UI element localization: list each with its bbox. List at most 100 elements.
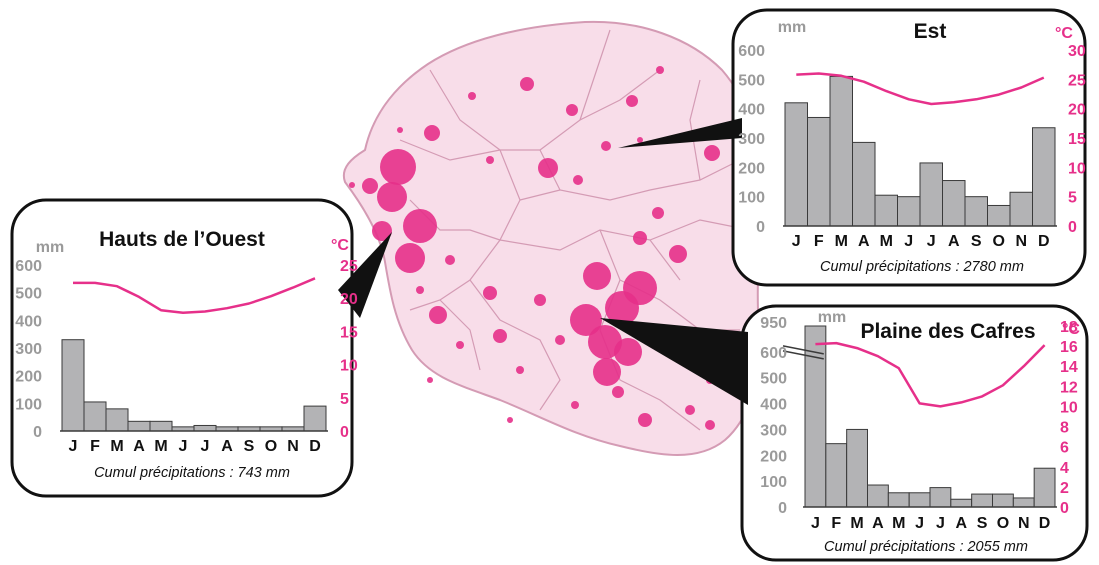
month-label: A [858, 233, 870, 250]
precipitation-bar [807, 116, 831, 227]
right-tick-label: 15 [1068, 131, 1086, 148]
rainfall-dot [349, 182, 355, 188]
precipitation-total-caption: Cumul précipitations : 743 mm [94, 465, 290, 481]
month-label: N [1018, 515, 1030, 532]
right-tick-label: 14 [1060, 359, 1078, 376]
right-tick-label: 10 [1068, 160, 1086, 177]
precipitation-bar [992, 493, 1014, 508]
left-tick-label: 300 [738, 131, 765, 148]
left-tick-label: 200 [760, 448, 787, 465]
month-label: J [201, 438, 210, 455]
month-label: N [1015, 233, 1027, 250]
month-label: J [69, 438, 78, 455]
left-tick-label: 600 [760, 345, 787, 362]
right-tick-label: 12 [1060, 379, 1078, 396]
rainfall-dot [656, 66, 664, 74]
district-border [519, 189, 561, 201]
rainfall-dot [573, 175, 583, 185]
right-tick-label: 20 [340, 291, 358, 308]
month-label: J [927, 233, 936, 250]
precipitation-bar [852, 141, 876, 227]
precipitation-bar [867, 484, 889, 508]
rainfall-dot [637, 137, 643, 143]
precipitation-bar [829, 75, 853, 227]
rainfall-dot [652, 207, 664, 219]
left-tick-label: 400 [15, 313, 42, 330]
month-label: J [936, 515, 945, 532]
right-axis-unit: °C [1062, 321, 1080, 338]
climate-panel: Hauts de l’Ouest 0 100 200 300 400 500 600 0 5 10 1… [10, 198, 392, 498]
left-tick-label: 0 [33, 424, 42, 441]
precipitation-bar [950, 498, 973, 508]
precipitation-bar [897, 196, 921, 227]
precipitation-bar [105, 408, 129, 432]
precipitation-bar [908, 492, 931, 508]
rainfall-dot [571, 401, 579, 409]
left-tick-label: 100 [760, 474, 787, 491]
month-label: O [997, 515, 1009, 532]
rainfall-dot [372, 221, 392, 241]
month-label: O [993, 233, 1005, 250]
precipitation-bar [987, 204, 1011, 227]
rainfall-dot [516, 366, 524, 374]
rainfall-dot [429, 306, 447, 324]
rainfall-dot [612, 386, 624, 398]
month-label: M [850, 515, 863, 532]
rainfall-dot [705, 420, 715, 430]
left-tick-label: 200 [15, 369, 42, 386]
right-tick-label: 10 [340, 358, 358, 375]
district-border [469, 279, 561, 411]
month-label: J [811, 515, 820, 532]
right-tick-label: 5 [1068, 190, 1077, 207]
rainfall-dot [588, 325, 622, 359]
left-tick-label: 0 [778, 500, 787, 517]
right-tick-label: 15 [340, 324, 358, 341]
rainfall-dot [669, 245, 687, 263]
rainfall-dot [605, 291, 639, 325]
precipitation-bar [303, 405, 327, 432]
left-tick-label: 600 [15, 258, 42, 275]
month-label: N [287, 438, 299, 455]
left-tick-label: 300 [15, 341, 42, 358]
rainfall-dot [362, 178, 378, 194]
precipitation-bar [1033, 467, 1056, 508]
left-tick-label: 0 [756, 219, 765, 236]
district-border [579, 29, 611, 121]
rainfall-dot [638, 413, 652, 427]
panel-title: Hauts de l’Ouest [99, 228, 265, 251]
rainfall-dot [614, 338, 642, 366]
precipitation-bar [193, 424, 217, 432]
rainfall-dot [685, 405, 695, 415]
precipitation-bar [942, 180, 966, 227]
reunion-island-map [342, 20, 762, 456]
right-tick-label: 25 [340, 258, 358, 275]
rainfall-dot [377, 182, 407, 212]
month-label: A [872, 515, 884, 532]
month-label: O [265, 438, 277, 455]
climate-panels: Hauts de l’Ouest010020030040050060005101… [10, 8, 1089, 562]
precipitation-bar [149, 420, 173, 432]
month-label: M [880, 233, 893, 250]
precipitation-bar [1012, 497, 1035, 508]
right-tick-label: 4 [1060, 460, 1069, 477]
rainfall-dot [486, 156, 494, 164]
rainfall-dot [538, 158, 558, 178]
rainfall-dot [456, 341, 464, 349]
month-label: A [955, 515, 967, 532]
axis-break-mark [782, 345, 824, 355]
panel-title: Plaine des Cafres [860, 320, 1035, 343]
rainfall-dot [555, 335, 565, 345]
precipitation-bar [1032, 127, 1056, 227]
precipitation-bar [1009, 191, 1033, 227]
precipitation-bar [964, 196, 988, 227]
precipitation-bar [919, 162, 943, 227]
temperature-line [796, 72, 1045, 106]
month-label: J [904, 233, 913, 250]
right-tick-label: 0 [1068, 219, 1077, 236]
district-border [649, 239, 681, 281]
month-label: M [154, 438, 167, 455]
left-tick-label: 500 [15, 286, 42, 303]
right-tick-label: 16 [1060, 339, 1078, 356]
month-label: F [90, 438, 100, 455]
